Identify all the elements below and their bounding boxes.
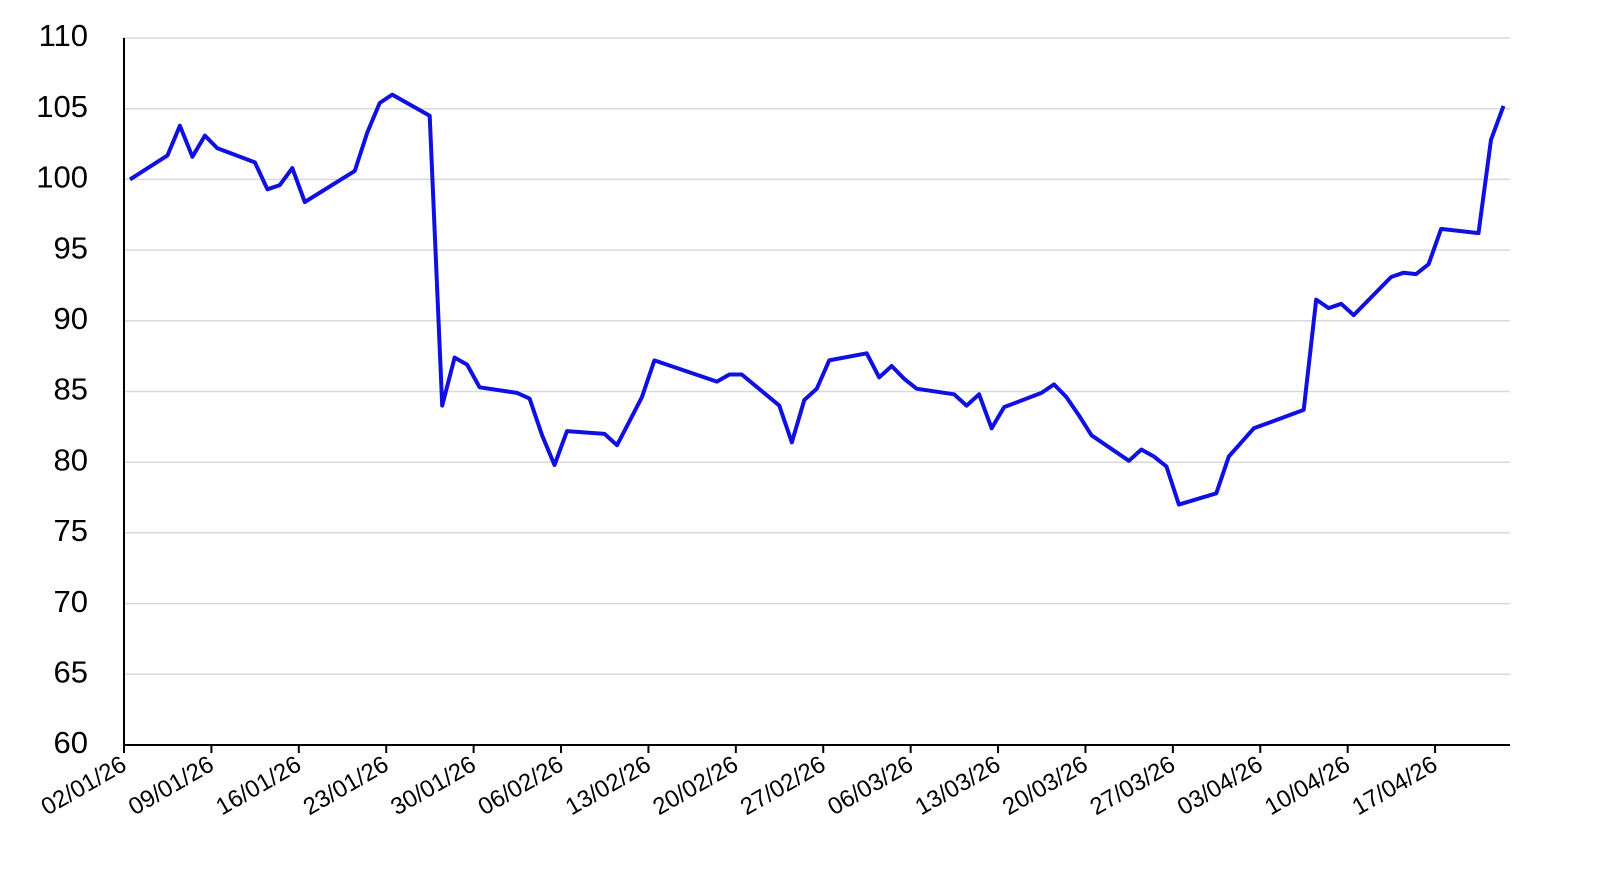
x-tick-label: 06/03/26 <box>823 751 917 821</box>
y-tick-label: 105 <box>36 89 88 124</box>
x-tick-label: 20/02/26 <box>648 751 742 821</box>
x-tick-label: 23/01/26 <box>299 751 393 821</box>
x-tick-label: 13/02/26 <box>561 751 655 821</box>
y-tick-label: 60 <box>54 725 88 760</box>
y-tick-label: 70 <box>54 584 88 619</box>
x-tick-label: 27/02/26 <box>736 751 830 821</box>
y-tick-label: 75 <box>54 513 88 548</box>
y-tick-label: 110 <box>39 18 88 53</box>
x-tick-label: 02/01/26 <box>37 751 131 821</box>
x-tick-label: 13/03/26 <box>911 751 1005 821</box>
x-tick-label: 09/01/26 <box>124 751 218 821</box>
x-tick-label: 10/04/26 <box>1260 751 1354 821</box>
x-tick-label: 17/04/26 <box>1348 751 1442 821</box>
x-tick-label: 03/04/26 <box>1173 751 1267 821</box>
x-tick-label: 20/03/26 <box>998 751 1092 821</box>
x-tick-label: 27/03/26 <box>1085 751 1179 821</box>
data-line <box>128 92 1506 507</box>
x-tick-label: 30/01/26 <box>386 751 480 821</box>
y-tick-label: 80 <box>54 442 88 477</box>
y-tick-label: 65 <box>54 654 88 689</box>
y-tick-label: 90 <box>54 301 88 336</box>
y-tick-label: 85 <box>54 372 88 407</box>
y-tick-label: 100 <box>36 160 88 195</box>
x-tick-label: 06/02/26 <box>474 751 568 821</box>
y-tick-label: 95 <box>54 230 88 265</box>
x-tick-label: 16/01/26 <box>211 751 305 821</box>
